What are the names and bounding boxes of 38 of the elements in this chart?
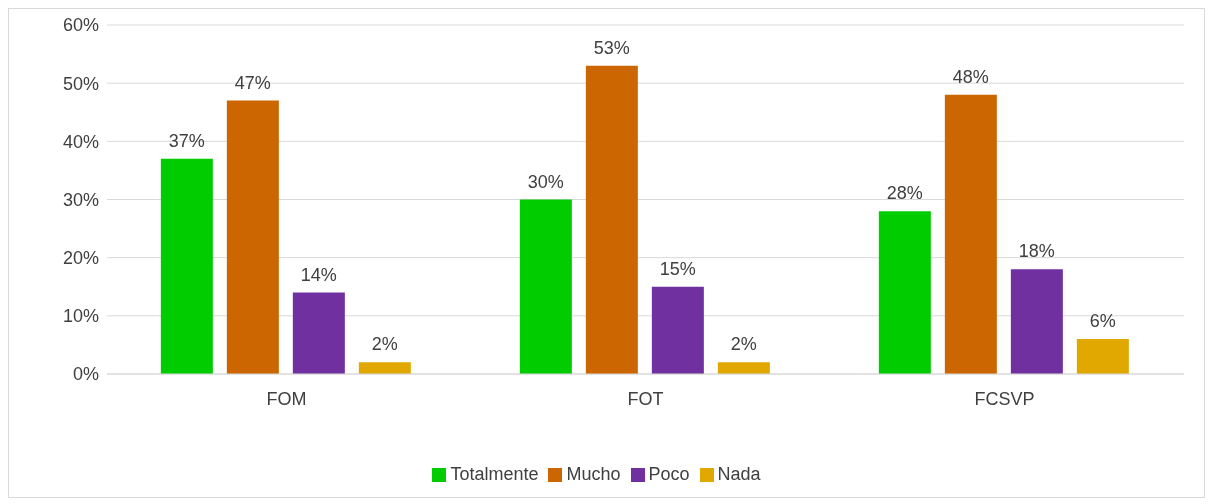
x-tick-label: FOT — [627, 388, 664, 409]
data-label: 48% — [952, 66, 989, 87]
data-label: 47% — [234, 72, 271, 93]
data-label: 14% — [300, 264, 337, 285]
legend-label: Nada — [717, 464, 761, 484]
legend-label: Totalmente — [450, 464, 539, 484]
data-label: 2% — [730, 334, 757, 355]
bar — [717, 362, 770, 374]
data-label: 53% — [593, 37, 630, 58]
bar — [944, 94, 997, 374]
data-label: 6% — [1089, 311, 1116, 332]
bar — [519, 199, 572, 374]
bar — [651, 286, 704, 374]
data-label: 15% — [659, 258, 696, 279]
bar — [292, 292, 345, 374]
data-label: 2% — [371, 334, 398, 355]
y-tick-label: 30% — [62, 189, 99, 210]
data-label: 18% — [1018, 241, 1055, 262]
bar — [226, 100, 279, 374]
x-tick-label: FOM — [266, 388, 307, 409]
y-tick-label: 60% — [62, 15, 99, 36]
y-tick-label: 10% — [62, 306, 99, 327]
y-tick-label: 50% — [62, 73, 99, 94]
legend-label: Poco — [648, 464, 690, 484]
data-label: 28% — [886, 183, 923, 204]
y-tick-label: 20% — [62, 248, 99, 269]
bar — [160, 158, 213, 374]
x-tick-label: FCSVP — [974, 388, 1035, 409]
bar — [585, 65, 638, 374]
y-tick-label: 40% — [62, 131, 99, 152]
bar — [1076, 339, 1129, 374]
bar — [1010, 269, 1063, 374]
data-label: 30% — [527, 171, 564, 192]
legend-label: Mucho — [566, 464, 621, 484]
bar — [358, 362, 411, 374]
y-tick-label: 0% — [72, 364, 99, 385]
bar — [878, 211, 931, 374]
data-label: 37% — [168, 130, 205, 151]
